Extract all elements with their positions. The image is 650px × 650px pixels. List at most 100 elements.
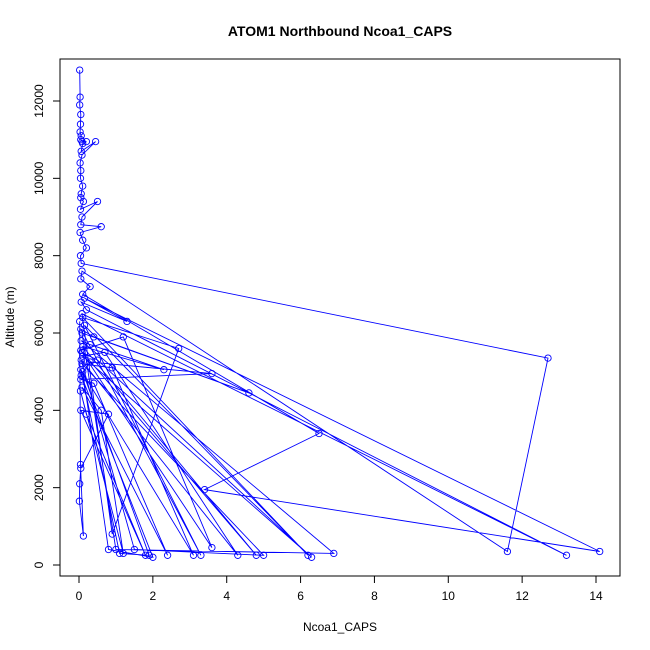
data-point: [91, 137, 100, 146]
data-point: [77, 147, 85, 155]
data-point: [79, 532, 88, 540]
x-tick-label: 8: [371, 589, 378, 603]
data-point: [189, 551, 198, 559]
data-point: [330, 549, 338, 558]
y-tick-label: 4000: [32, 397, 46, 424]
data-point: [76, 66, 84, 74]
data-point: [82, 306, 91, 314]
y-tick-label: 8000: [32, 242, 46, 269]
data-point: [315, 429, 323, 438]
data-point: [141, 551, 150, 559]
data-point: [76, 174, 85, 182]
plot-frame: [59, 58, 621, 577]
data-point: [119, 549, 127, 558]
data-point: [76, 460, 85, 469]
data-point: [79, 197, 88, 206]
data-point: [78, 383, 86, 391]
data-point: [562, 551, 571, 559]
data-point: [79, 182, 87, 190]
x-axis-label: Ncoa1_CAPS: [303, 620, 377, 634]
data-point: [130, 545, 139, 554]
data-point: [145, 551, 153, 559]
y-tick-label: 2000: [32, 474, 46, 501]
data-point: [93, 197, 102, 206]
data-point: [304, 551, 312, 559]
data-point: [78, 329, 86, 337]
data-point: [82, 410, 91, 418]
data-point: [77, 406, 85, 414]
series-group: [75, 66, 604, 561]
x-tick-label: 0: [76, 589, 83, 603]
data-point: [86, 282, 94, 291]
data-point: [86, 358, 94, 366]
data-point: [503, 547, 512, 556]
data-point: [175, 344, 183, 353]
y-tick-label: 12000: [32, 84, 46, 118]
data-point: [76, 205, 85, 213]
data-point: [77, 259, 85, 268]
y-axis-label: Altitude (m): [3, 286, 17, 347]
data-point: [76, 228, 84, 237]
data-point: [77, 194, 85, 202]
data-point: [76, 120, 85, 128]
data-point: [208, 369, 216, 378]
data-point: [78, 310, 86, 318]
data-point: [197, 551, 205, 559]
data-point: [90, 333, 98, 341]
data-point: [245, 389, 253, 397]
data-point: [78, 267, 86, 275]
data-point: [77, 298, 85, 306]
data-point: [108, 364, 116, 372]
data-point: [76, 387, 85, 395]
data-point: [160, 366, 168, 374]
data-point: [104, 545, 113, 554]
x-tick-label: 14: [589, 589, 603, 603]
chart-title: ATOM1 Northbound Ncoa1_CAPS: [228, 23, 452, 39]
data-point: [77, 190, 85, 198]
data-point: [76, 93, 84, 101]
data-point: [79, 342, 87, 351]
data-point: [596, 547, 604, 556]
data-point: [544, 354, 552, 362]
data-point: [259, 551, 268, 559]
data-point: [82, 244, 91, 252]
data-point: [78, 213, 86, 221]
data-point: [79, 352, 87, 360]
data-point: [307, 553, 316, 561]
data-point: [115, 549, 124, 558]
y-tick-label: 0: [32, 561, 46, 568]
data-point: [97, 223, 105, 231]
data-point: [104, 410, 113, 418]
data-point: [112, 545, 120, 554]
data-point: [78, 151, 86, 159]
data-point: [77, 356, 85, 364]
data-point: [77, 366, 85, 374]
x-tick-label: 10: [442, 589, 456, 603]
data-point: [90, 379, 98, 387]
data-point: [76, 252, 85, 260]
series-line: [78, 70, 600, 558]
data-point: [77, 110, 85, 119]
data-point: [82, 137, 91, 146]
data-point: [101, 348, 109, 356]
data-point: [200, 485, 209, 494]
y-tick-label: 10000: [32, 161, 46, 195]
data-point: [108, 530, 116, 538]
y-tick-label: 6000: [32, 319, 46, 346]
data-point: [93, 356, 102, 364]
data-point: [79, 139, 87, 148]
data-point: [77, 325, 85, 333]
data-point: [77, 464, 85, 472]
data-point: [77, 132, 85, 140]
data-point: [97, 406, 105, 414]
data-point: [163, 551, 172, 559]
data-point: [119, 333, 127, 341]
data-point: [77, 375, 85, 384]
data-point: [79, 236, 87, 244]
x-tick-label: 4: [223, 589, 230, 603]
data-point: [77, 371, 85, 380]
data-point: [123, 317, 131, 326]
data-point: [76, 101, 84, 109]
data-point: [149, 553, 157, 561]
